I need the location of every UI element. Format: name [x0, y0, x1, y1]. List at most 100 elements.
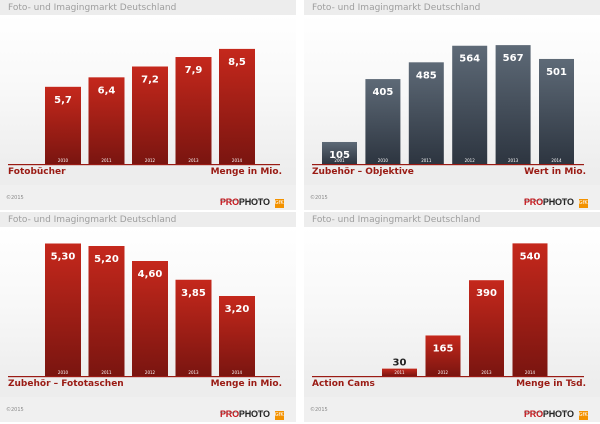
- chart-baseline: [312, 164, 584, 166]
- prophoto-logo: PROPHOTO GfK Märkte · Produkte · Technolo…: [524, 402, 588, 420]
- x-tick-label: 2011: [101, 370, 112, 375]
- chart-label-category: Zubehör – Objektive: [312, 167, 414, 177]
- bar-value-label: 564: [459, 54, 480, 65]
- gfk-badge: GfK: [274, 199, 284, 208]
- bar-2013: [175, 279, 212, 376]
- x-tick-label: 2013: [188, 158, 199, 163]
- panel-fotobuecher: Foto- und Imagingmarkt Deutschland 5,7 20…: [0, 0, 296, 210]
- gfk-badge: GfK: [274, 411, 284, 420]
- x-tick-label: 2011: [394, 370, 405, 375]
- x-tick-label: 2011: [421, 158, 432, 163]
- bar-2013: [495, 45, 531, 165]
- bar-2012: [425, 335, 461, 376]
- chart-baseline: [312, 376, 584, 378]
- logo-photo: PHOTO: [542, 409, 574, 419]
- bar-2011: [88, 246, 125, 376]
- bar-2010: [45, 243, 81, 376]
- copyright-text: ©2015: [310, 195, 328, 201]
- copyright-text: ©2015: [6, 195, 24, 201]
- bar-value-label: 5,30: [51, 252, 76, 263]
- x-tick-label: 2010: [58, 370, 69, 375]
- logo-photo: PHOTO: [238, 197, 270, 207]
- bar-value-label: 390: [476, 288, 497, 299]
- bar-value-label: 4,60: [138, 269, 163, 280]
- chart-label-unit: Menge in Tsd.: [516, 379, 586, 389]
- bar-value-label: 7,2: [141, 75, 159, 86]
- logo-tagline: Märkte · Produkte · Technologien · Mensc…: [220, 200, 265, 202]
- panel-action-cams: Foto- und Imagingmarkt Deutschland 30 201…: [304, 212, 600, 422]
- copyright-text: ©2015: [310, 407, 328, 413]
- gfk-badge: GfK: [578, 411, 588, 420]
- x-tick-label: 2014: [232, 158, 243, 163]
- chart-label-unit: Wert in Mio.: [524, 167, 586, 177]
- bar-value-label: 165: [433, 343, 454, 354]
- x-tick-label: 2013: [508, 158, 519, 163]
- bar-value-label: 567: [503, 53, 524, 64]
- bar-2011: [408, 62, 444, 164]
- logo-pro: PRO: [524, 197, 543, 207]
- logo-photo: PHOTO: [542, 197, 574, 207]
- bar-value-label: 7,9: [185, 65, 203, 76]
- bar-value-label: 105: [329, 150, 350, 161]
- panel-objektive: Foto- und Imagingmarkt Deutschland 105 20…: [304, 0, 600, 210]
- bar-value-label: 6,4: [98, 85, 116, 96]
- bar-2014: [539, 58, 574, 164]
- chart-label-category: Action Cams: [312, 379, 375, 389]
- bar-value-label: 540: [520, 251, 541, 262]
- panel-footer: [0, 185, 296, 210]
- bar-2014: [219, 296, 255, 376]
- prophoto-logo: PROPHOTO GfK Märkte · Produkte · Technolo…: [220, 402, 284, 420]
- panel-footer: [0, 397, 296, 422]
- prophoto-logo: PROPHOTO GfK Märkte · Produkte · Technolo…: [220, 190, 284, 208]
- bar-2012: [132, 66, 168, 164]
- bar-2013: [175, 57, 212, 165]
- logo-pro: PRO: [524, 409, 543, 419]
- x-tick-label: 2014: [551, 158, 562, 163]
- gfk-badge: GfK: [578, 199, 588, 208]
- bar-2013: [469, 280, 504, 376]
- x-tick-label: 2012: [145, 370, 156, 375]
- x-tick-label: 2013: [481, 370, 492, 375]
- panel-title: Foto- und Imagingmarkt Deutschland: [312, 3, 481, 13]
- bar-2014: [219, 48, 255, 165]
- bar-2010: [365, 79, 401, 164]
- bar-chart-fototaschen: 5,30 2010 5,20 2011 4,60 2012 3,85 2013 3,20 2014: [8, 243, 280, 378]
- x-tick-label: 2013: [188, 370, 199, 375]
- logo-tagline: Märkte · Produkte · Technologien · Mensc…: [220, 412, 265, 414]
- bar-2001: [322, 141, 357, 164]
- bar-value-label: 3,85: [181, 288, 206, 299]
- logo-pro: PRO: [220, 409, 239, 419]
- bar-2012: [132, 261, 168, 376]
- logo-photo: PHOTO: [238, 409, 270, 419]
- bar-value-label: 8,5: [228, 57, 246, 68]
- panel-footer: [304, 397, 600, 422]
- bar-value-label: 405: [372, 87, 393, 98]
- x-tick-label: 2012: [438, 370, 449, 375]
- chart-baseline: [8, 376, 280, 378]
- bar-value-label: 5,7: [54, 95, 72, 106]
- bar-2014: [512, 243, 548, 376]
- x-tick-label: 2014: [525, 370, 536, 375]
- chart-baseline: [8, 164, 280, 166]
- x-tick-label: 2012: [145, 158, 156, 163]
- bar-value-label: 30: [393, 358, 407, 369]
- copyright-text: ©2015: [6, 407, 24, 413]
- bar-chart-fotobuecher: 5,7 2010 6,4 2011 7,2 2012 7,9 2013 8,5 2014: [8, 48, 280, 166]
- panel-title: Foto- und Imagingmarkt Deutschland: [8, 3, 177, 13]
- chart-label-unit: Menge in Mio.: [210, 167, 282, 177]
- bar-2011: [88, 77, 125, 164]
- panel-footer: [304, 185, 600, 210]
- x-tick-label: 2014: [232, 370, 243, 375]
- bar-value-label: 5,20: [94, 254, 119, 265]
- bar-value-label: 3,20: [225, 304, 250, 315]
- logo-pro: PRO: [220, 197, 239, 207]
- chart-label-category: Zubehör – Fototaschen: [8, 379, 124, 389]
- logo-tagline: Märkte · Produkte · Technologien · Mensc…: [524, 412, 569, 414]
- x-tick-label: 2010: [378, 158, 389, 163]
- panel-title: Foto- und Imagingmarkt Deutschland: [8, 215, 177, 225]
- prophoto-logo: PROPHOTO GfK Märkte · Produkte · Technolo…: [524, 190, 588, 208]
- chart-label-unit: Menge in Mio.: [210, 379, 282, 389]
